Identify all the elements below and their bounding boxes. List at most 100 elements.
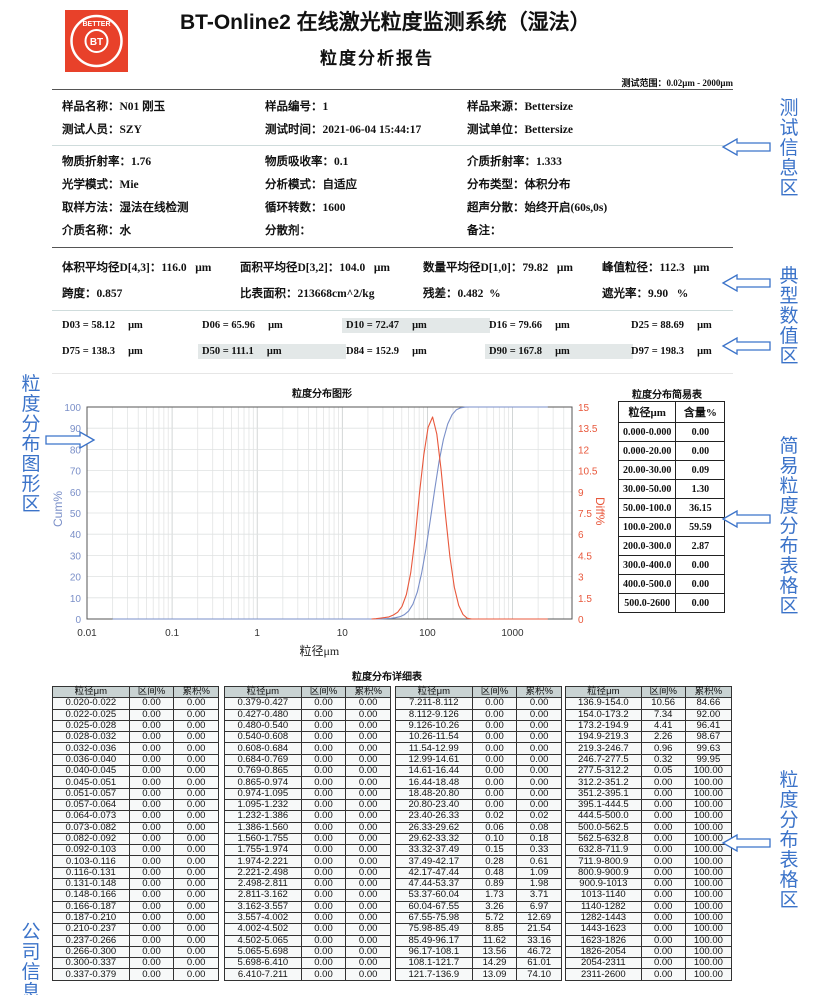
table-cell: 0.427-0.480 bbox=[224, 708, 302, 721]
table-row: 0.684-0.769 0.00 0.00 bbox=[224, 753, 391, 767]
table-cell: 1.386-1.560 bbox=[224, 821, 302, 834]
column-header: 累积% bbox=[684, 685, 733, 699]
annotation-test-info: 测试信息区 bbox=[779, 97, 799, 199]
info-field: 样品编号：1 bbox=[265, 101, 329, 113]
table-row: 0.032-0.036 0.00 0.00 bbox=[52, 742, 219, 755]
percentile-value: D16 = 79.66 μm bbox=[489, 320, 570, 331]
table-header-row: 粒径μm 含量% bbox=[617, 401, 726, 423]
table-cell: 0.00 bbox=[640, 776, 686, 789]
table-cell: 0.00 bbox=[516, 742, 562, 755]
table-row: 0.000-20.00 0.00 bbox=[617, 441, 726, 461]
table-cell: 0.00 bbox=[173, 798, 219, 812]
percentile-value: D75 = 138.3 μm bbox=[62, 346, 143, 357]
y-right-tick-label: 4.5 bbox=[578, 551, 592, 562]
table-cell: 18.48-20.80 bbox=[395, 787, 473, 800]
table-cell: 99.95 bbox=[684, 753, 733, 767]
table-row: 562.5-632.8 0.00 100.00 bbox=[565, 832, 733, 846]
table-cell: 0.00 bbox=[300, 798, 347, 812]
detail-table: 粒径μm 区间% 累积% 136.9-154.0 10.56 84.66 154.0-173… bbox=[565, 685, 733, 981]
table-row: 33.32-37.49 0.15 0.33 bbox=[395, 844, 562, 857]
test-range: 测试范围：0.02μm - 2000μm bbox=[621, 78, 733, 88]
column-header: 区间% bbox=[300, 685, 347, 699]
table-cell: 2.87 bbox=[675, 536, 726, 556]
table-cell: 0.02 bbox=[471, 810, 518, 823]
table-cell: 0.148-0.166 bbox=[52, 889, 130, 902]
table-cell: 1.755-1.974 bbox=[224, 844, 302, 857]
table-cell: 16.44-18.48 bbox=[395, 776, 473, 789]
table-cell: 0.00 bbox=[300, 957, 347, 970]
table-cell: 0.00 bbox=[640, 787, 686, 800]
table-row: 277.5-312.2 0.05 100.00 bbox=[565, 765, 733, 778]
table-cell: 1.095-1.232 bbox=[224, 798, 302, 812]
table-cell: 67.55-75.98 bbox=[395, 911, 473, 925]
table-cell: 0.00 bbox=[345, 878, 391, 891]
table-cell: 1.98 bbox=[516, 878, 562, 891]
table-cell: 1140-1282 bbox=[565, 900, 642, 913]
detail-table-title: 粒度分布详细表 bbox=[352, 672, 422, 683]
info-field: 介质折射率：1.333 bbox=[467, 156, 562, 168]
table-row: 400.0-500.0 0.00 bbox=[617, 574, 726, 594]
y-left-axis-label: Cum% bbox=[51, 491, 65, 527]
table-cell: 0.00 bbox=[640, 832, 686, 846]
table-row: 7.211-8.112 0.00 0.00 bbox=[395, 697, 562, 710]
table-cell: 200.0-300.0 bbox=[617, 536, 677, 556]
table-row: 0.480-0.540 0.00 0.00 bbox=[224, 719, 391, 733]
table-cell: 85.49-96.17 bbox=[395, 934, 473, 947]
table-cell: 0.15 bbox=[471, 844, 518, 857]
table-cell: 1013-1140 bbox=[565, 889, 642, 902]
table-cell: 0.00 bbox=[345, 719, 391, 733]
table-cell: 0.00 bbox=[300, 810, 347, 823]
x-tick-label: 1 bbox=[254, 628, 260, 639]
arrow-left-icon bbox=[721, 137, 771, 157]
table-cell: 395.1-444.5 bbox=[565, 798, 642, 812]
info-field: 超声分散：始终开启(60s,0s) bbox=[467, 202, 608, 214]
table-cell: 0.00 bbox=[128, 753, 175, 767]
table-cell: 14.29 bbox=[471, 957, 518, 970]
diff-series-line bbox=[371, 416, 548, 620]
table-cell: 0.00 bbox=[128, 945, 175, 959]
table-cell: 0.00 bbox=[173, 731, 219, 744]
table-cell: 0.684-0.769 bbox=[224, 753, 302, 767]
y-right-tick-label: 3 bbox=[578, 573, 584, 584]
table-cell: 0.237-0.266 bbox=[52, 934, 130, 947]
report-system-title: BT-Online2 在线激光粒度监测系统（湿法） bbox=[180, 11, 591, 34]
table-cell: 0.057-0.064 bbox=[52, 798, 130, 812]
table-row: 0.051-0.057 0.00 0.00 bbox=[52, 787, 219, 800]
percentile-value: D97 = 198.3 μm bbox=[631, 346, 712, 357]
table-cell: 0.051-0.057 bbox=[52, 787, 130, 800]
table-cell: 7.34 bbox=[640, 708, 686, 721]
table-cell: 0.00 bbox=[300, 911, 347, 925]
table-cell: 0.00 bbox=[471, 776, 518, 789]
table-row: 0.025-0.028 0.00 0.00 bbox=[52, 719, 219, 733]
table-cell: 0.00 bbox=[300, 968, 347, 981]
table-row: 0.020-0.022 0.00 0.00 bbox=[52, 697, 219, 710]
table-header-row: 粒径μm 区间% 累积% bbox=[565, 685, 733, 699]
table-cell: 0.00 bbox=[173, 957, 219, 970]
table-cell: 0.025-0.028 bbox=[52, 719, 130, 733]
table-row: 246.7-277.5 0.32 99.95 bbox=[565, 753, 733, 767]
table-cell: 0.00 bbox=[128, 776, 175, 789]
table-cell: 0.00 bbox=[300, 697, 347, 710]
table-cell: 0.00 bbox=[173, 968, 219, 981]
table-row: 47.44-53.37 0.89 1.98 bbox=[395, 878, 562, 891]
table-row: 26.33-29.62 0.06 0.08 bbox=[395, 821, 562, 834]
table-cell: 3.557-4.002 bbox=[224, 911, 302, 925]
table-cell: 173.2-194.9 bbox=[565, 719, 642, 733]
table-cell: 0.00 bbox=[345, 844, 391, 857]
svg-text:BT: BT bbox=[90, 37, 103, 48]
table-cell: 26.33-29.62 bbox=[395, 821, 473, 834]
divider bbox=[52, 310, 733, 311]
table-row: 1013-1140 0.00 100.00 bbox=[565, 889, 733, 902]
table-cell: 0.00 bbox=[516, 798, 562, 812]
table-cell: 0.89 bbox=[471, 878, 518, 891]
table-cell: 6.410-7.211 bbox=[224, 968, 302, 981]
arrow-left-icon bbox=[721, 509, 771, 529]
table-cell: 0.00 bbox=[471, 708, 518, 721]
table-cell: 0.00 bbox=[640, 934, 686, 947]
table-cell: 0.032-0.036 bbox=[52, 742, 130, 755]
table-cell: 0.00 bbox=[345, 742, 391, 755]
column-header: 粒径μm bbox=[52, 685, 130, 699]
table-cell: 0.00 bbox=[640, 945, 686, 959]
typical-value: 比表面积：213668cm^2/kg bbox=[240, 288, 375, 300]
